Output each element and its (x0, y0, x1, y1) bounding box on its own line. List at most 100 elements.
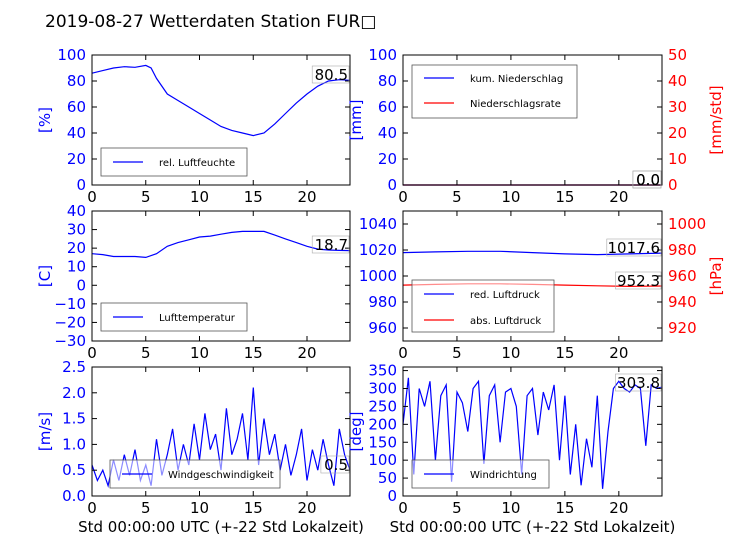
y-right-tick-label: 940 (668, 293, 697, 311)
y-tick-label: 20 (67, 239, 86, 257)
y-tick-label: 80 (67, 72, 86, 90)
x-tick-label: 5 (141, 344, 151, 362)
legend-label: abs. Luftdruck (470, 316, 541, 327)
figure-title: 2019-08-27 Wetterdaten Station FUR□ (45, 12, 376, 32)
y-right-tick-label: 920 (668, 319, 697, 337)
y-tick-label: 0.0 (62, 487, 86, 505)
y-tick-label: 50 (378, 469, 397, 487)
x-tick-label: 20 (609, 188, 628, 206)
legend-label: kum. Niederschlag (470, 74, 563, 85)
y-right-axis-label: [hPa] (707, 257, 725, 296)
y-axis-label: [%] (36, 107, 54, 133)
x-tick-label: 0 (398, 344, 408, 362)
axes-frame (91, 366, 351, 497)
annotation-box (606, 238, 662, 257)
x-tick-label: 10 (190, 499, 209, 517)
x-tick-label: 10 (501, 344, 520, 362)
x-tick-label: 15 (555, 499, 574, 517)
x-tick-label: 20 (609, 499, 628, 517)
axes-frame (91, 54, 351, 186)
y-right-tick-label: 1000 (668, 215, 706, 233)
y-tick-label: 1000 (359, 267, 397, 285)
x-tick-label: 5 (452, 499, 462, 517)
legend-box (411, 64, 578, 119)
annotation-box (632, 170, 662, 189)
y-tick-label: −10 (54, 295, 86, 313)
y-right-tick-label: 0 (668, 176, 678, 194)
legend-box (411, 279, 555, 333)
x-tick-label: 10 (190, 344, 209, 362)
y-right-tick-label: 20 (668, 124, 687, 142)
y-tick-label: 60 (378, 98, 397, 116)
y-tick-label: 300 (368, 380, 397, 398)
y-tick-label: 80 (378, 72, 397, 90)
y-tick-label: 0.5 (62, 461, 86, 479)
x-tick-label: 20 (297, 188, 316, 206)
x-tick-label: 15 (244, 344, 263, 362)
y-axis-label: [m/s] (36, 412, 54, 451)
last-value-annotation: 18.7 (315, 236, 348, 254)
y-tick-label: 40 (67, 202, 86, 220)
y-right-tick-label: 960 (668, 267, 697, 285)
x-tick-label: 15 (244, 188, 263, 206)
x-tick-label: 20 (609, 344, 628, 362)
y-tick-label: 20 (378, 150, 397, 168)
last-value-annotation: 952.3 (617, 272, 660, 290)
x-tick-label: 5 (141, 499, 151, 517)
y-tick-label: 100 (368, 451, 397, 469)
x-tick-label: 10 (501, 499, 520, 517)
y-tick-label: 0 (76, 176, 86, 194)
x-tick-label: 15 (555, 344, 574, 362)
last-value-annotation: 0.5 (324, 456, 348, 474)
y-tick-label: 0 (387, 487, 397, 505)
y-axis-label: [mm] (347, 100, 365, 141)
y-tick-label: 60 (67, 98, 86, 116)
last-value-annotation: 0.0 (636, 171, 660, 189)
panel-middle-right: 0 5 10 15 20 960 980 1000 1020 1040 920 940 960 980 10… (359, 210, 725, 362)
last-value-annotation: 0.0 (636, 171, 660, 189)
x-tick-label: 5 (452, 344, 462, 362)
axes-frame (91, 210, 351, 342)
y-tick-label: 1040 (359, 215, 397, 233)
annotation-box (615, 373, 662, 392)
annotation-box (311, 235, 350, 254)
y-tick-label: 250 (368, 397, 397, 415)
last-value-annotation: 80.5 (315, 66, 348, 84)
y-tick-label: 40 (67, 124, 86, 142)
y-right-tick-label: 40 (668, 72, 687, 90)
last-value-annotation: 303.8 (617, 374, 660, 392)
y-tick-label: 2.0 (62, 384, 86, 402)
y-axis-label: [C] (36, 265, 54, 287)
y-tick-label: 0 (76, 276, 86, 294)
x-tick-label: 0 (87, 344, 97, 362)
series-line-1 (91, 230, 351, 259)
y-tick-label: 40 (378, 124, 397, 142)
x-tick-label: 0 (87, 499, 97, 517)
y-tick-label: 150 (368, 433, 397, 451)
x-tick-label: 5 (141, 188, 151, 206)
y-tick-label: 2.5 (62, 358, 86, 376)
y-tick-label: 30 (67, 221, 86, 239)
y-axis-label: [deg] (347, 412, 365, 452)
y-right-tick-label: 10 (668, 150, 687, 168)
axes-frame (402, 366, 663, 497)
legend-label: red. Luftdruck (470, 290, 540, 301)
last-value-annotation: 1017.6 (608, 239, 661, 257)
x-tick-label: 0 (87, 188, 97, 206)
y-tick-label: 1.5 (62, 410, 86, 428)
panel-top-right: 0 5 10 15 20 0 20 40 60 80 100 0 10 20 30 40 50 [mm] [mm/s… (347, 46, 725, 206)
annotation-box (311, 65, 350, 84)
legend-label: Lufttemperatur (159, 313, 236, 324)
legend-label: rel. Luftfeuchte (159, 158, 235, 169)
y-right-tick-label: 30 (668, 98, 687, 116)
panel-bottom-left: 0 5 10 15 20 0.0 0.5 1.0 1.5 2.0 2.5 [m/s] Std 00:00… (36, 358, 364, 536)
y-tick-label: 1.0 (62, 435, 86, 453)
y-right-axis-label: [mm/std] (707, 85, 725, 154)
y-right-tick-label: 50 (668, 46, 687, 64)
axes-frame (402, 54, 663, 186)
y-tick-label: 100 (368, 46, 397, 64)
series-line-1 (402, 377, 663, 489)
x-tick-label: 0 (398, 499, 408, 517)
series-line-1 (402, 250, 663, 256)
